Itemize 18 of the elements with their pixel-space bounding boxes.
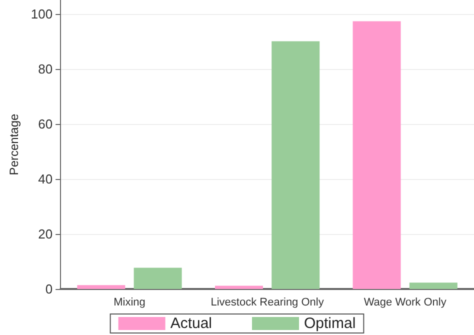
y-tick-label: 100 (30, 6, 53, 22)
bar (409, 282, 458, 289)
x-tick-label: Livestock Rearing Only (210, 296, 324, 308)
bar (77, 285, 126, 289)
legend-label: Actual (170, 315, 212, 332)
bar (214, 286, 263, 289)
bar (352, 21, 401, 289)
y-axis-title: Percentage (7, 113, 21, 176)
y-tick-label: 60 (38, 116, 53, 132)
x-tick-label: Wage Work Only (364, 296, 447, 308)
y-tick-label: 80 (38, 61, 53, 76)
y-tick-label: 0 (45, 282, 53, 296)
bar (272, 41, 320, 289)
y-tick-label: 40 (38, 171, 53, 186)
bar (134, 268, 182, 289)
y-tick-label: 20 (38, 226, 53, 242)
legend-label: Optimal (304, 315, 356, 332)
x-tick-label: Mixing (114, 296, 146, 308)
